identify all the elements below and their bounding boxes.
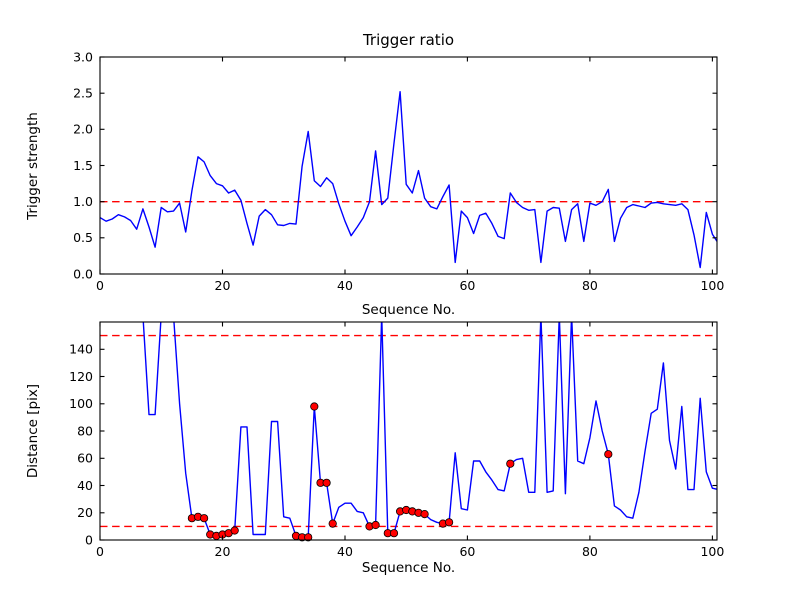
bottom-ytick-label: 100 xyxy=(69,396,93,411)
bottom-ytick-label: 20 xyxy=(77,505,93,520)
bottom-ytick-label: 120 xyxy=(69,369,93,384)
bottom-xtick-label: 100 xyxy=(700,544,724,559)
bottom-event-marker xyxy=(506,459,515,468)
bottom-event-marker xyxy=(444,518,454,527)
bottom-event-marker xyxy=(322,478,331,487)
top-xtick-label: 20 xyxy=(215,278,231,293)
bottom-event-marker xyxy=(304,533,313,542)
bottom-event-marker xyxy=(230,526,239,535)
bottom-ytick-label: 40 xyxy=(77,478,93,493)
bottom-ytick-label: 140 xyxy=(69,342,93,357)
top-ytick-label: 1.0 xyxy=(73,194,93,209)
chart-title: Trigger ratio xyxy=(362,31,455,49)
top-xtick-label: 40 xyxy=(337,278,353,293)
top-ytick-label: 0.5 xyxy=(73,230,93,245)
bottom-event-marker xyxy=(310,402,319,411)
bottom-xtick-label: 0 xyxy=(96,544,104,559)
bottom-xtick-label: 40 xyxy=(337,544,353,559)
top-ytick-label: 3.0 xyxy=(73,49,93,64)
top-frame xyxy=(99,56,718,275)
bottom-axes: 0 20 40 60 80 100 0 20 40 60 80 100 120 140 xyxy=(69,321,724,559)
bottom-x-axis-label: Sequence No. xyxy=(361,560,456,576)
top-xtick-label: 80 xyxy=(582,278,598,293)
top-ytick-label: 0.0 xyxy=(73,266,93,281)
bottom-xtick-label: 80 xyxy=(582,544,598,559)
bottom-data-line xyxy=(142,322,717,538)
bottom-ytick-label: 60 xyxy=(77,451,93,466)
bottom-ytick-label: 80 xyxy=(77,423,93,438)
bottom-event-marker xyxy=(371,520,380,530)
bottom-xtick-label: 20 xyxy=(215,544,231,559)
top-x-axis-label: Sequence No. xyxy=(361,302,456,318)
bottom-event-marker xyxy=(604,450,613,459)
bottom-event-marker xyxy=(328,519,337,528)
bottom-event-marker xyxy=(389,529,399,538)
top-axes: 0 20 40 60 80 100 0.0 0.5 1.0 1.5 2.0 2.5 3.0 xyxy=(73,49,724,293)
top-ytick-label: 2.0 xyxy=(73,122,93,137)
top-data-line xyxy=(100,90,717,269)
top-ytick-label: 1.5 xyxy=(73,158,93,173)
bottom-ytick-label: 0 xyxy=(85,532,93,547)
top-xtick-label: 100 xyxy=(700,278,724,293)
bottom-event-marker xyxy=(420,509,429,519)
bottom-xtick-label: 60 xyxy=(459,544,475,559)
bottom-event-marker xyxy=(200,514,209,523)
top-xtick-label: 0 xyxy=(96,278,104,293)
top-ytick-label: 2.5 xyxy=(73,85,93,100)
top-xtick-label: 60 xyxy=(459,278,475,293)
